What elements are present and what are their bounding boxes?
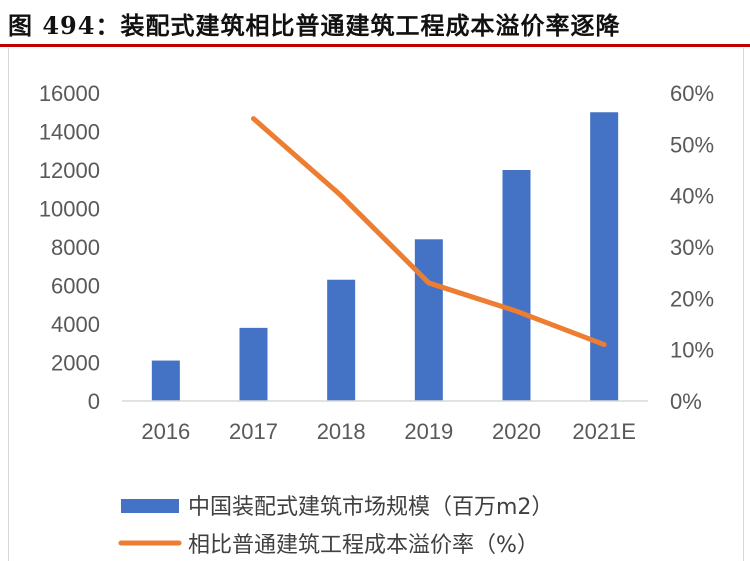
bar-2018 — [327, 279, 356, 401]
x-tick-label: 2020 — [492, 419, 541, 444]
bar-series — [151, 112, 619, 401]
left-tick-label: 10000 — [39, 197, 100, 222]
left-tick-label: 2000 — [51, 351, 100, 376]
left-axis: 0 2000 4000 6000 8000 10000 12000 14000 16000 — [39, 81, 100, 414]
x-tick-label: 2019 — [404, 419, 453, 444]
right-tick-label: 0% — [670, 389, 702, 414]
right-tick-label: 10% — [670, 338, 714, 363]
left-tick-label: 8000 — [51, 235, 100, 260]
bar-2017 — [239, 327, 268, 401]
left-tick-label: 4000 — [51, 312, 100, 337]
bar-2016 — [151, 360, 180, 401]
right-tick-label: 30% — [670, 235, 714, 260]
legend-line-label: 相比普通建筑工程成本溢价率（%） — [188, 533, 539, 558]
right-tick-label: 50% — [670, 132, 714, 157]
figure-header: 图 494：装配式建筑相比普通建筑工程成本溢价率逐降 — [0, 0, 750, 47]
right-axis: 0% 10% 20% 30% 40% 50% 60% — [670, 81, 714, 414]
line-series — [251, 116, 607, 348]
legend-bar-label: 中国装配式建筑市场规模（百万m2） — [188, 495, 553, 520]
left-tick-label: 16000 — [39, 81, 100, 106]
right-tick-label: 60% — [670, 81, 714, 106]
bar-2020 — [502, 170, 531, 401]
left-tick-label: 0 — [88, 389, 100, 414]
legend-bar-swatch — [121, 499, 179, 513]
x-tick-label: 2021E — [572, 419, 636, 444]
left-tick-label: 14000 — [39, 120, 100, 145]
figure-title: 图 494：装配式建筑相比普通建筑工程成本溢价率逐降 — [8, 11, 621, 40]
right-tick-label: 40% — [670, 184, 714, 209]
left-tick-label: 12000 — [39, 158, 100, 183]
right-tick-label: 20% — [670, 286, 714, 311]
bar-2019 — [414, 239, 443, 401]
title-rule — [0, 44, 750, 47]
bar-2021E — [590, 112, 619, 401]
chart-frame — [8, 48, 744, 561]
x-axis: 2016 2017 2018 2019 2020 2021E — [122, 400, 648, 444]
x-tick-label: 2018 — [317, 419, 366, 444]
x-tick-label: 2016 — [141, 419, 190, 444]
left-tick-label: 6000 — [51, 274, 100, 299]
legend: 中国装配式建筑市场规模（百万m2） 相比普通建筑工程成本溢价率（%） — [118, 495, 553, 558]
x-tick-label: 2017 — [229, 419, 278, 444]
